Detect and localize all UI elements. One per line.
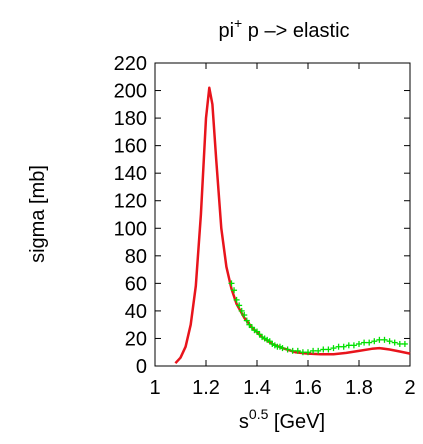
data-point-cross bbox=[279, 345, 286, 352]
data-point-cross bbox=[231, 287, 238, 294]
data-point-cross bbox=[335, 343, 342, 350]
data-point-cross bbox=[396, 340, 403, 347]
data-point-cross bbox=[350, 342, 357, 349]
data-point-cross bbox=[361, 339, 368, 346]
data-point-cross bbox=[315, 347, 322, 354]
y-axis-title: sigma [mb] bbox=[27, 165, 49, 263]
x-tick-label: 1.2 bbox=[192, 377, 220, 399]
y-tick-label: 80 bbox=[125, 246, 147, 268]
data-point-cross bbox=[228, 280, 235, 287]
data-point-cross bbox=[299, 349, 306, 356]
data-point-cross bbox=[233, 296, 240, 303]
y-tick-label: 60 bbox=[125, 273, 147, 295]
y-tick-label: 0 bbox=[136, 356, 147, 378]
data-point-cross bbox=[289, 347, 296, 354]
data-point-cross bbox=[401, 340, 408, 347]
data-point-cross bbox=[386, 338, 393, 345]
data-point-cross bbox=[284, 346, 291, 353]
data-point-cross bbox=[241, 312, 248, 319]
data-point-cross bbox=[356, 340, 362, 347]
data-point-cross bbox=[238, 307, 245, 314]
x-axis-title: s0.5 [GeV] bbox=[239, 406, 325, 433]
data-point-cross bbox=[325, 346, 332, 353]
data-point-cross bbox=[310, 347, 317, 354]
x-tick-label: 1 bbox=[149, 377, 160, 399]
data-point-cross bbox=[340, 343, 347, 350]
data-point-cross bbox=[366, 339, 373, 346]
x-tick-label: 2 bbox=[404, 377, 415, 399]
y-tick-label: 120 bbox=[114, 191, 147, 213]
y-tick-label: 140 bbox=[114, 163, 147, 185]
data-point-cross bbox=[243, 317, 250, 324]
model-curve-line bbox=[174, 86, 411, 365]
plot-frame bbox=[154, 62, 411, 367]
ticks-layer: 1 1.2 1.4 1.6 1.8 202040608010012014016018020… bbox=[114, 53, 416, 399]
data-point-cross bbox=[236, 302, 243, 309]
y-tick-label: 160 bbox=[114, 136, 147, 158]
y-tick-label: 220 bbox=[114, 53, 147, 75]
y-tick-label: 40 bbox=[125, 301, 147, 323]
data-point-cross bbox=[305, 349, 311, 356]
x-tick-label: 1.6 bbox=[294, 377, 322, 399]
data-point-cross bbox=[381, 336, 388, 343]
data-point-cross bbox=[320, 346, 327, 353]
data-point-cross bbox=[371, 338, 378, 345]
y-tick-label: 100 bbox=[114, 218, 147, 240]
x-tick-label: 1.8 bbox=[345, 377, 373, 399]
x-tick-label: 1.4 bbox=[243, 377, 271, 399]
data-point-cross bbox=[294, 347, 301, 354]
data-point-cross bbox=[391, 339, 398, 346]
data-point-cross bbox=[345, 342, 352, 349]
data-point-cross bbox=[330, 345, 337, 352]
y-tick-label: 200 bbox=[114, 81, 147, 103]
y-tick-label: 180 bbox=[114, 108, 147, 130]
y-tick-label: 20 bbox=[125, 328, 147, 350]
chart-title: pi+ p –> elastic bbox=[218, 15, 349, 42]
series-layer bbox=[174, 86, 411, 365]
data-point-cross bbox=[376, 336, 383, 343]
